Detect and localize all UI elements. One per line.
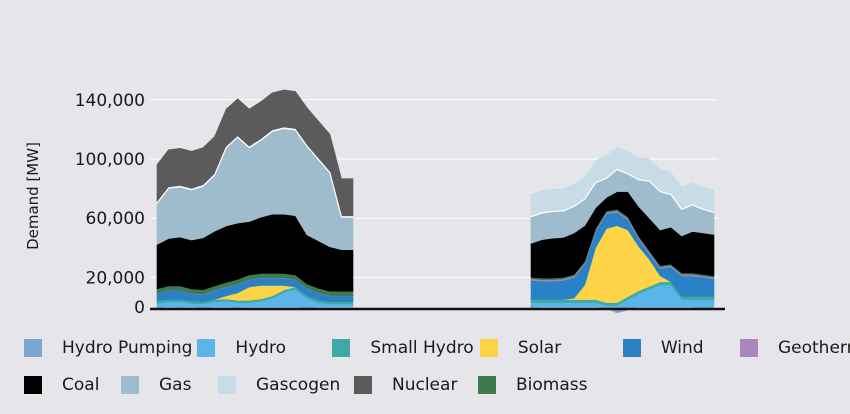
- y-tick-label: 140,000: [75, 91, 145, 111]
- legend-swatch: [121, 376, 139, 394]
- legend-swatch: [24, 376, 42, 394]
- legend-swatch: [197, 339, 216, 357]
- legend-swatch: [622, 339, 641, 357]
- y-tick-label: 20,000: [86, 268, 145, 288]
- legend-swatch: [479, 339, 498, 357]
- legend-label: Gas: [159, 375, 192, 395]
- legend-label: Nuclear: [392, 375, 458, 395]
- legend-item-nuclear: Nuclear: [354, 373, 478, 397]
- legend-label: Coal: [62, 375, 100, 395]
- legend-item-solar: Solar: [479, 336, 623, 360]
- legend-label: Wind: [660, 338, 704, 358]
- y-tick-label: 60,000: [86, 209, 145, 229]
- y-tick-label: 100,000: [75, 150, 145, 170]
- legend-row-1: Hydro Pumping Hydro Small Hydro Solar Wind Ge…: [24, 336, 850, 360]
- y-tick-label: 0: [134, 298, 145, 318]
- legend-row-2: Coal Gas Gascogen Nuclear Biomass: [24, 373, 850, 397]
- panel-right: [530, 146, 715, 314]
- legend-swatch: [478, 376, 496, 394]
- legend-label: Geothermal: [777, 338, 850, 358]
- legend-swatch: [354, 376, 372, 394]
- legend-label: Biomass: [516, 375, 588, 395]
- legend-swatch: [332, 339, 351, 357]
- legend-label: Hydro: [235, 338, 287, 358]
- legend-label: Gascogen: [256, 375, 341, 395]
- stacked-area-chart: 0 20,000 60,000 100,000 140,000 Demand [MW]: [24, 89, 725, 318]
- legend-item-wind: Wind: [622, 336, 740, 360]
- gas-top-edge: [156, 127, 353, 218]
- legend: Hydro Pumping Hydro Small Hydro Solar Wind Ge…: [24, 336, 850, 410]
- legend-item-gascogen: Gascogen: [218, 373, 354, 397]
- panel-left: [156, 89, 354, 309]
- legend-item-geothermal: Geothermal: [739, 336, 850, 360]
- legend-swatch: [739, 339, 758, 357]
- legend-item-biomass: Biomass: [478, 373, 598, 397]
- gas-top-edge: [530, 168, 715, 218]
- y-axis-title: Demand [MW]: [24, 142, 42, 250]
- legend-swatch: [24, 339, 42, 357]
- legend-label: Small Hydro: [370, 338, 474, 358]
- legend-item-coal: Coal: [24, 373, 121, 397]
- legend-label: Solar: [517, 338, 562, 358]
- legend-item-hydro: Hydro: [197, 336, 332, 360]
- legend-item-hydro-pumping: Hydro Pumping: [24, 336, 197, 360]
- legend-item-gas: Gas: [121, 373, 218, 397]
- legend-label: Hydro Pumping: [62, 338, 193, 358]
- legend-swatch: [218, 376, 236, 394]
- legend-item-small-hydro: Small Hydro: [332, 336, 479, 360]
- y-axis-ticks: 0 20,000 60,000 100,000 140,000: [75, 91, 145, 318]
